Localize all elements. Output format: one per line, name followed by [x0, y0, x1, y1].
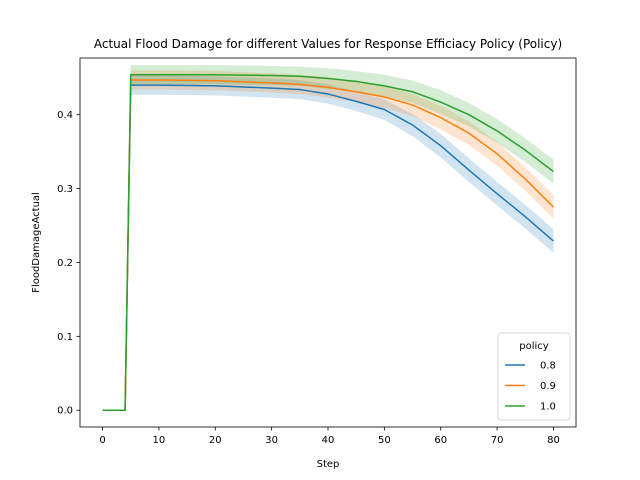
legend-label-0-8: 0.8 [540, 361, 556, 372]
y-tick-label: 0.1 [57, 332, 73, 343]
legend-title: policy [519, 341, 549, 352]
y-tick-label: 0.3 [57, 184, 73, 195]
y-tick-label: 0.2 [57, 258, 73, 269]
y-tick-label: 0.4 [57, 110, 73, 121]
x-axis-label: Step [317, 459, 340, 470]
x-tick-label: 40 [322, 435, 335, 446]
x-tick-label: 10 [153, 435, 166, 446]
series-line-0-9 [102, 79, 554, 411]
y-axis: 0.0 0.1 0.2 0.3 0.4 [57, 110, 80, 417]
legend-label-0-9: 0.9 [540, 381, 556, 392]
x-tick-label: 20 [209, 435, 222, 446]
legend-box [497, 332, 571, 421]
series-line-1-0 [102, 74, 554, 411]
x-tick-label: 30 [265, 435, 278, 446]
x-tick-label: 70 [491, 435, 504, 446]
series-line-0-8 [102, 84, 554, 411]
chart-title: Actual Flood Damage for different Values… [94, 37, 562, 51]
x-tick-label: 50 [378, 435, 391, 446]
legend-label-1-0: 1.0 [540, 402, 556, 413]
x-axis: 0 10 20 30 40 50 60 70 80 [99, 427, 560, 446]
x-tick-label: 80 [547, 435, 560, 446]
series-lines [102, 74, 554, 411]
y-tick-label: 0.0 [57, 406, 73, 417]
y-axis-label: FloodDamageActual [31, 192, 42, 293]
x-tick-label: 0 [99, 435, 105, 446]
legend: policy 0.8 0.9 1.0 [497, 332, 571, 421]
x-tick-label: 60 [434, 435, 447, 446]
